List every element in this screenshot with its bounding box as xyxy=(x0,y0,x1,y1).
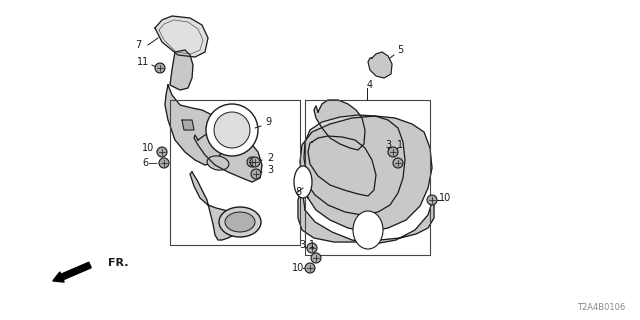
Polygon shape xyxy=(300,116,432,232)
Polygon shape xyxy=(190,172,240,240)
Text: 3: 3 xyxy=(299,240,305,250)
Circle shape xyxy=(159,158,169,168)
Text: 2: 2 xyxy=(267,153,273,163)
Polygon shape xyxy=(368,52,392,78)
Text: 10: 10 xyxy=(142,143,154,153)
Text: 1: 1 xyxy=(309,240,315,250)
Text: 7: 7 xyxy=(135,40,141,50)
Polygon shape xyxy=(314,100,365,150)
Circle shape xyxy=(393,158,403,168)
Polygon shape xyxy=(170,50,193,90)
Circle shape xyxy=(388,147,398,157)
Text: 9: 9 xyxy=(265,117,271,127)
Circle shape xyxy=(247,157,257,167)
Circle shape xyxy=(155,63,165,73)
Circle shape xyxy=(307,243,317,253)
Polygon shape xyxy=(182,120,194,130)
Circle shape xyxy=(305,263,315,273)
Polygon shape xyxy=(155,16,208,57)
Ellipse shape xyxy=(207,156,229,170)
Text: 10: 10 xyxy=(439,193,451,203)
Circle shape xyxy=(157,147,167,157)
Text: 11: 11 xyxy=(137,57,149,67)
Text: 3: 3 xyxy=(267,165,273,175)
Polygon shape xyxy=(308,136,376,196)
Text: T2A4B0106: T2A4B0106 xyxy=(577,303,625,312)
Ellipse shape xyxy=(294,166,312,198)
Circle shape xyxy=(427,195,437,205)
Text: FR.: FR. xyxy=(108,258,129,268)
Ellipse shape xyxy=(225,212,255,232)
Circle shape xyxy=(250,157,260,167)
Circle shape xyxy=(311,253,321,263)
Circle shape xyxy=(214,112,250,148)
Text: 8: 8 xyxy=(295,187,301,197)
Polygon shape xyxy=(165,85,225,165)
Text: 4: 4 xyxy=(367,80,373,90)
Text: 5: 5 xyxy=(397,45,403,55)
FancyArrow shape xyxy=(53,262,91,282)
Circle shape xyxy=(206,104,258,156)
Text: 6—: 6— xyxy=(142,158,158,168)
Circle shape xyxy=(251,169,261,179)
Polygon shape xyxy=(298,188,434,244)
Polygon shape xyxy=(194,132,262,182)
Polygon shape xyxy=(304,115,405,215)
Text: 1: 1 xyxy=(397,140,403,150)
Text: 3: 3 xyxy=(385,140,391,150)
Ellipse shape xyxy=(353,211,383,249)
Ellipse shape xyxy=(219,207,261,237)
Text: 10: 10 xyxy=(292,263,304,273)
